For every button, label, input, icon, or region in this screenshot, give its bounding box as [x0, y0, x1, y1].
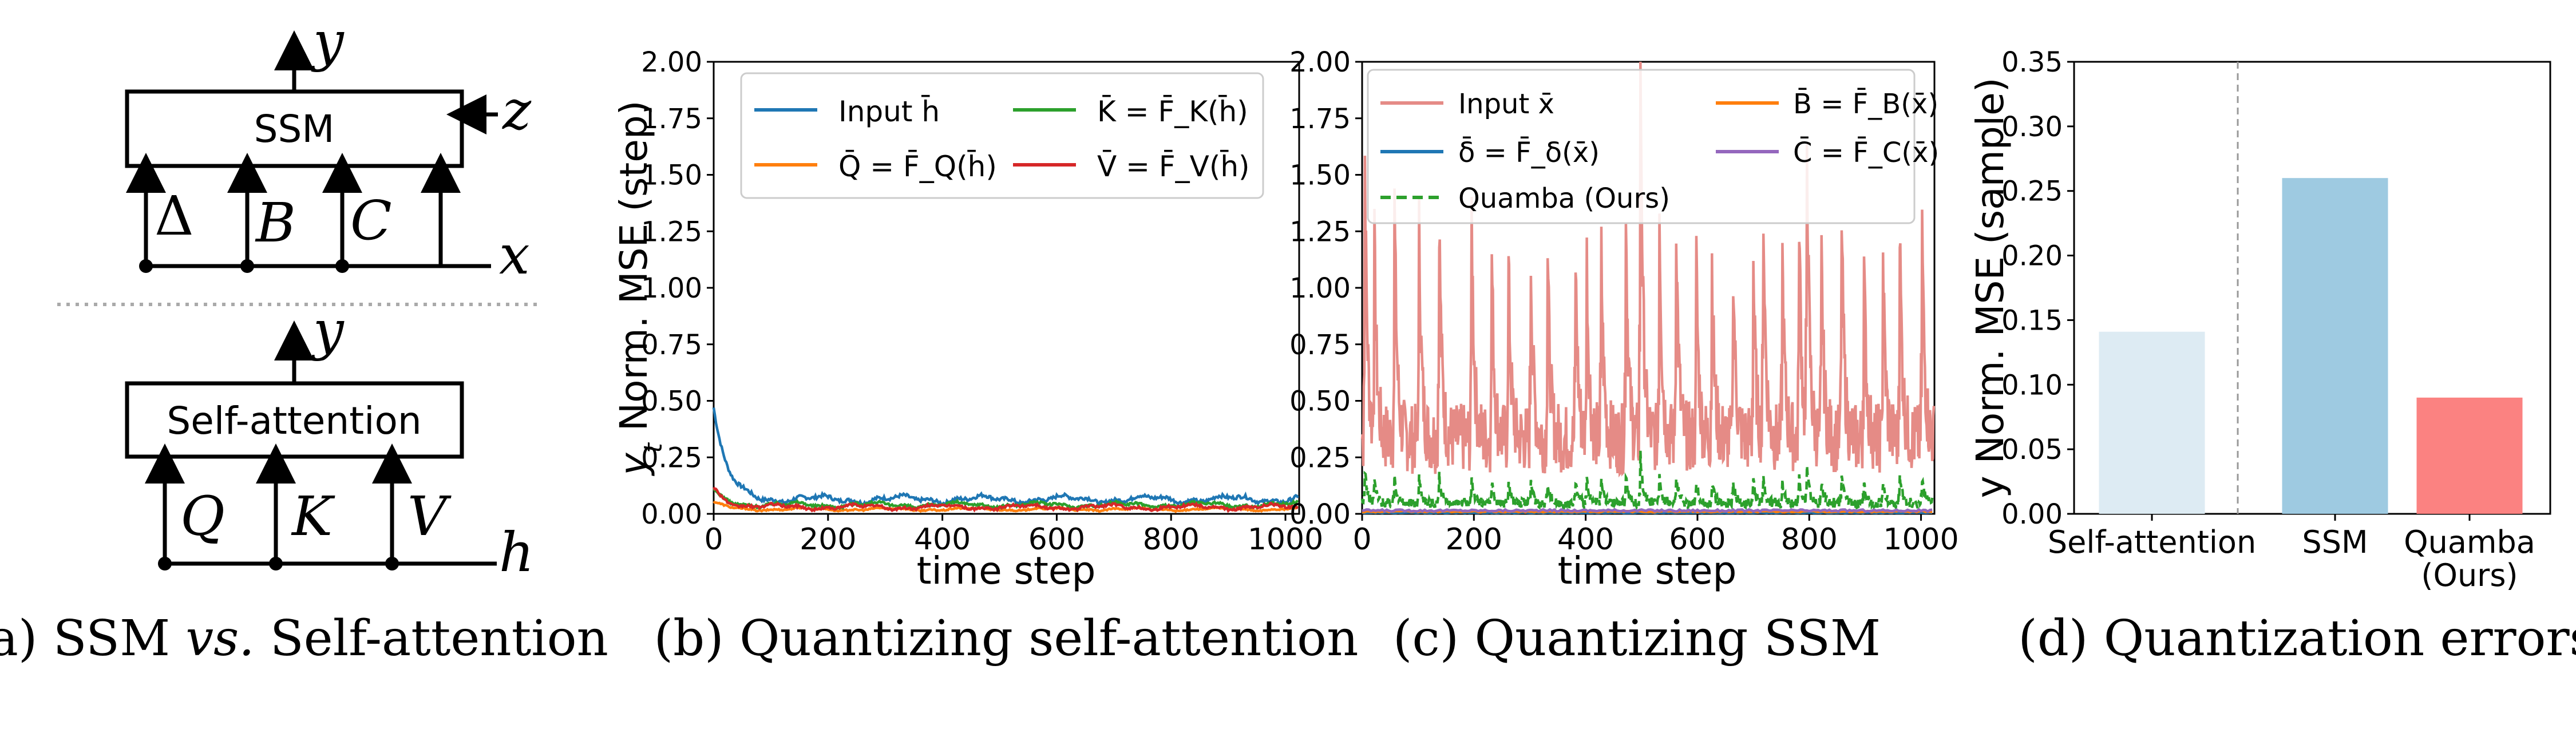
- panel-b-ytick-label: 2.00: [641, 46, 702, 78]
- panel-c-ytick-label: 0.25: [1289, 442, 1351, 474]
- panel-c-series: [1360, 61, 1936, 514]
- panel-b-ytick-label: 1.25: [641, 216, 702, 248]
- panel-c-ytick-label: 1.75: [1289, 103, 1351, 135]
- panel-b-series: [712, 407, 1299, 513]
- legend-c-input-label: Input x̄: [1458, 88, 1554, 120]
- panel-b-ytick-label: 0.25: [641, 442, 702, 474]
- caption-c: (c) Quantizing SSM: [1393, 610, 1881, 667]
- panel-c-legend: Input x̄ δ̄ = F̄_δ(x̄) Quamba (Ours) B̄ …: [1367, 69, 1939, 224]
- panel-d-ticks: 0.00 0.05 0.10 0.15 0.20 0.25 0.30 0.35: [2001, 46, 2074, 530]
- panel-d-bars: Self-attention SSM Quamba(Ours): [2048, 178, 2535, 593]
- panel-d-xtick-label: Quamba: [2404, 524, 2535, 560]
- panel-c-chart: 0.00 0.25 0.50 0.75 1.00 1.25 1.50 1.75 2.00 0 200…: [1289, 46, 1959, 593]
- panel-d-xtick-label: Self-attention: [2048, 524, 2256, 560]
- panel-c-xtick-label: 0: [1352, 522, 1371, 557]
- panel-d-xtick-label: (Ours): [2421, 557, 2518, 593]
- panel-b-xtick-label: 200: [800, 522, 856, 557]
- panel-c-ytick-label: 0.00: [1289, 498, 1351, 530]
- caption-d: (d) Quantization errors: [2018, 610, 2576, 667]
- panel-b-ytick-label: 0.75: [641, 329, 702, 361]
- panel-d-ytick-label: 0.10: [2001, 369, 2063, 401]
- panel-b-xlabel: time step: [917, 549, 1096, 593]
- panel-d-chart: 0.00 0.05 0.10 0.15 0.20 0.25 0.30 0.35 Self-at…: [1968, 46, 2551, 593]
- panel-c-xtick-label: 400: [1557, 522, 1614, 557]
- caption-b: (b) Quantizing self-attention: [654, 610, 1359, 667]
- panel-b-ticks: 0.00 0.25 0.50 0.75 1.00 1.25 1.50 1.75 2.00 0 200…: [641, 46, 1323, 557]
- panel-c-ytick-label: 0.75: [1289, 329, 1351, 361]
- ssm-z-label: z: [502, 79, 532, 142]
- panel-d-ytick-label: 0.00: [2001, 498, 2063, 530]
- panel-c-ytick-label: 0.50: [1289, 386, 1351, 418]
- panel-b-series-0: [712, 407, 1299, 507]
- panel-b-xtick-label: 400: [914, 522, 971, 557]
- panel-c-ytick-label: 1.00: [1289, 272, 1351, 304]
- panel-b-ytick-label: 1.00: [641, 272, 702, 304]
- ssm-param-c: C: [350, 189, 392, 252]
- panel-c-xlabel: time step: [1558, 549, 1737, 593]
- legend-c-c-label: C̄ = F̄_C(x̄): [1793, 136, 1939, 169]
- ssm-input-label: x: [499, 224, 530, 287]
- bar-1: [2282, 178, 2388, 514]
- attn-param-arrows: [145, 443, 412, 570]
- panel-d-ytick-label: 0.05: [2001, 434, 2063, 466]
- panel-c-xtick-label: 800: [1781, 522, 1838, 557]
- ssm-param-b: B: [255, 192, 296, 255]
- attn-block-label: Self-attention: [167, 399, 421, 443]
- panel-d-ytick-label: 0.30: [2001, 111, 2063, 143]
- panel-b-xtick-label: 800: [1143, 522, 1200, 557]
- caption-a: (a) SSM vs. Self-attention: [0, 610, 608, 667]
- bar-0: [2099, 331, 2205, 514]
- panel-c-ytick-label: 1.50: [1289, 160, 1351, 192]
- panel-b-xtick-label: 1000: [1248, 522, 1323, 557]
- bar-2: [2416, 397, 2523, 514]
- panel-d-xtick-label: SSM: [2302, 524, 2368, 560]
- legend-b-v-label: V̄ = F̄_V(h̄): [1097, 149, 1250, 183]
- legend-c-delta-label: δ̄ = F̄_δ(x̄): [1458, 136, 1600, 169]
- panel-c-series-4: [1362, 508, 1933, 513]
- attn-output-label: y: [311, 299, 345, 362]
- panel-d-ytick-label: 0.20: [2001, 240, 2063, 272]
- panel-c-series-2: [1360, 450, 1936, 513]
- panel-d-ytick-label: 0.25: [2001, 176, 2063, 208]
- panel-b-series-3: [713, 486, 1299, 513]
- panel-b-ytick-label: 1.75: [641, 103, 702, 135]
- ssm-param-delta: Δ: [155, 185, 194, 248]
- panel-b-ylabel: yt Norm. MSE (step): [612, 100, 668, 476]
- attn-param-k: K: [291, 485, 335, 548]
- ssm-param-arrows: [126, 153, 461, 273]
- legend-c-quamba-label: Quamba (Ours): [1458, 183, 1670, 215]
- panel-b-chart: 0.00 0.25 0.50 0.75 1.00 1.25 1.50 1.75 2.00 0 200…: [612, 46, 1323, 593]
- panel-b-xtick-label: 0: [704, 522, 723, 557]
- panel-b-xtick-label: 600: [1028, 522, 1085, 557]
- panel-d-ytick-label: 0.35: [2001, 46, 2063, 78]
- panel-c-series-0: [1360, 61, 1936, 478]
- panel-d-ylabel: y Norm. MSE (sample): [1968, 78, 2012, 498]
- legend-b-q-label: Q̄ = F̄_Q(h̄): [838, 149, 997, 183]
- panel-c-xtick-label: 600: [1669, 522, 1726, 557]
- panel-b-legend: Input h̄ Q̄ = F̄_Q(h̄) K̄ = F̄_K(h̄) V̄ …: [740, 72, 1264, 199]
- legend-b-k-label: K̄ = F̄_K(h̄): [1097, 94, 1248, 128]
- legend-b-input-label: Input h̄: [838, 94, 940, 128]
- attn-input-label: h: [499, 521, 534, 584]
- panel-d-ytick-label: 0.15: [2001, 304, 2063, 336]
- panel-b-ytick-label: 1.50: [641, 160, 702, 192]
- panel-c-xtick-label: 1000: [1883, 522, 1958, 557]
- panel-c-ticks: 0.00 0.25 0.50 0.75 1.00 1.25 1.50 1.75 2.00 0 200…: [1289, 46, 1959, 557]
- ssm-output-label: y: [311, 10, 345, 73]
- panel-c-ytick-label: 2.00: [1289, 46, 1351, 78]
- legend-c-b-label: B̄ = F̄_B(x̄): [1793, 88, 1938, 120]
- attn-param-v: V: [407, 485, 452, 548]
- panel-c-xtick-label: 200: [1446, 522, 1502, 557]
- panel-a-diagram: SSM y z x Δ B C Self-attention y h: [57, 10, 541, 584]
- panel-c-ytick-label: 1.25: [1289, 216, 1351, 248]
- ssm-block-label: SSM: [254, 107, 335, 151]
- panel-b-ytick-label: 0.00: [641, 498, 702, 530]
- panel-b-ytick-label: 0.50: [641, 386, 702, 418]
- attn-param-q: Q: [180, 485, 225, 548]
